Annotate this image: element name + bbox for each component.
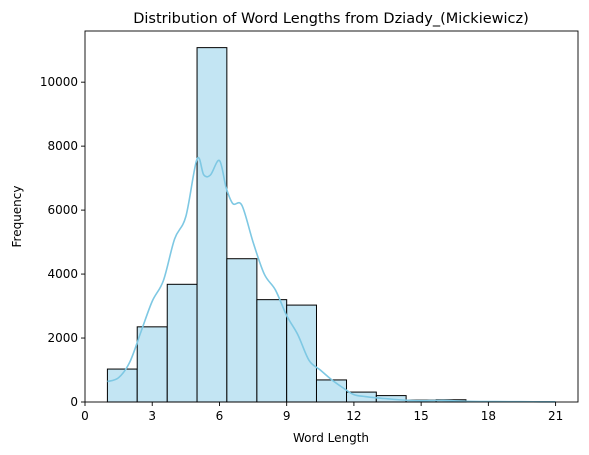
kde-curve bbox=[107, 156, 556, 403]
histogram-bar bbox=[226, 258, 258, 403]
histogram-bar bbox=[256, 299, 288, 403]
x-tick-label: 15 bbox=[413, 409, 428, 423]
x-axis-label: Word Length bbox=[293, 431, 369, 445]
histogram-bar bbox=[315, 379, 348, 403]
y-tick-label: 0 bbox=[70, 395, 78, 409]
x-tick-label: 6 bbox=[216, 409, 224, 423]
x-axis-ticks: 0 3 6 9 12 15 18 21 bbox=[81, 402, 563, 423]
x-tick-label: 9 bbox=[283, 409, 291, 423]
x-tick-label: 3 bbox=[148, 409, 156, 423]
x-tick-label: 18 bbox=[481, 409, 496, 423]
y-axis-ticks: 0 2000 4000 6000 8000 10000 bbox=[40, 75, 85, 409]
y-tick-label: 2000 bbox=[47, 331, 78, 345]
histogram-bars bbox=[106, 47, 467, 403]
histogram-bar bbox=[286, 304, 317, 403]
x-tick-label: 21 bbox=[548, 409, 563, 423]
x-tick-label: 12 bbox=[346, 409, 361, 423]
x-tick-label: 0 bbox=[81, 409, 89, 423]
histogram-bar bbox=[136, 326, 168, 403]
histogram-bar bbox=[196, 47, 228, 403]
y-tick-label: 8000 bbox=[47, 139, 78, 153]
y-tick-label: 4000 bbox=[47, 267, 78, 281]
y-tick-label: 10000 bbox=[40, 75, 78, 89]
y-axis-label: Frequency bbox=[10, 186, 24, 248]
histogram-bar bbox=[166, 283, 198, 403]
chart-title: Distribution of Word Lengths from Dziady… bbox=[133, 11, 529, 27]
plot-frame bbox=[84, 30, 579, 403]
y-tick-label: 6000 bbox=[47, 203, 78, 217]
